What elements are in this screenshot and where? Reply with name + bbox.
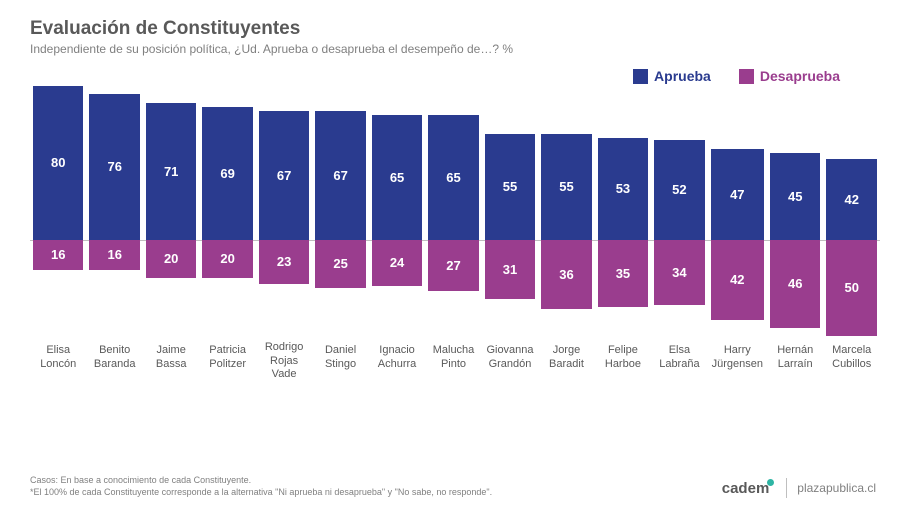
approve-bar: 80 — [33, 86, 83, 240]
chart-legend: Aprueba Desaprueba — [0, 64, 900, 86]
brand-site: plazapublica.cl — [797, 481, 876, 495]
approve-bar: 67 — [315, 111, 365, 240]
bar-column: 6524Ignacio Achurra — [371, 86, 423, 382]
bar-column: 6723Rodrigo Rojas Vade — [258, 86, 310, 382]
disapprove-bar: 16 — [33, 240, 83, 271]
person-label: Giovanna Grandón — [485, 338, 535, 382]
person-label: Rodrigo Rojas Vade — [259, 335, 309, 382]
chart-title: Evaluación de Constituyentes — [30, 18, 870, 40]
person-label: Jaime Bassa — [146, 338, 196, 382]
bar-column: 7616Benito Baranda — [88, 86, 140, 382]
disapprove-bar: 24 — [372, 240, 422, 286]
approve-bar: 55 — [485, 134, 535, 240]
brand-block: cadem plazapublica.cl — [722, 478, 876, 498]
bar-pair: 6527 — [428, 86, 478, 338]
legend-approve-swatch — [633, 69, 648, 84]
disapprove-bar: 35 — [598, 240, 648, 307]
bar-column: 6920Patricia Politzer — [201, 86, 253, 382]
legend-disapprove-label: Desaprueba — [760, 68, 840, 84]
bar-column: 4250Marcela Cubillos — [825, 86, 877, 382]
footnote-1: Casos: En base a conocimiento de cada Co… — [30, 474, 492, 486]
chart-header: Evaluación de Constituyentes Independien… — [0, 0, 900, 64]
approve-bar: 55 — [541, 134, 591, 240]
bar-column: 6527Malucha Pinto — [427, 86, 479, 382]
disapprove-bar: 50 — [826, 240, 876, 336]
bar-pair: 7616 — [89, 86, 139, 338]
bar-pair: 6725 — [315, 86, 365, 338]
chart-area: 8016Elisa Loncón7616Benito Baranda7120Ja… — [0, 86, 900, 382]
approve-bar: 47 — [711, 149, 764, 239]
bar-pair: 7120 — [146, 86, 196, 338]
person-label: Ignacio Achurra — [372, 338, 422, 382]
approve-bar: 42 — [826, 159, 876, 240]
chart-footer: Casos: En base a conocimiento de cada Co… — [30, 474, 876, 498]
brand-dot-icon — [767, 479, 774, 486]
person-label: Marcela Cubillos — [826, 338, 876, 382]
bar-column: 8016Elisa Loncón — [32, 86, 84, 382]
person-label: Jorge Baradit — [541, 338, 591, 382]
footnotes: Casos: En base a conocimiento de cada Co… — [30, 474, 492, 498]
person-label: Hernán Larraín — [770, 338, 820, 382]
bar-column: 5536Jorge Baradit — [540, 86, 592, 382]
legend-approve: Aprueba — [633, 68, 711, 84]
approve-bar: 53 — [598, 138, 648, 240]
person-label: Malucha Pinto — [428, 338, 478, 382]
approve-bar: 76 — [89, 94, 139, 240]
person-label: Elsa Labraña — [654, 338, 704, 382]
approve-bar: 45 — [770, 153, 820, 239]
disapprove-bar: 42 — [711, 240, 764, 321]
person-label: Benito Baranda — [89, 338, 139, 382]
approve-bar: 52 — [654, 140, 704, 240]
legend-approve-label: Aprueba — [654, 68, 711, 84]
brand-separator — [786, 478, 787, 498]
approve-bar: 67 — [259, 111, 309, 240]
bar-column: 5234Elsa Labraña — [653, 86, 705, 382]
approve-bar: 69 — [202, 107, 252, 239]
person-label: Harry Jürgensen — [711, 338, 764, 382]
disapprove-bar: 34 — [654, 240, 704, 305]
bar-pair: 6524 — [372, 86, 422, 338]
person-label: Elisa Loncón — [33, 338, 83, 382]
bar-pair: 4742 — [711, 86, 764, 338]
bar-column: 4742Harry Jürgensen — [710, 86, 765, 382]
disapprove-bar: 46 — [770, 240, 820, 328]
bar-column: 6725Daniel Stingo — [314, 86, 366, 382]
bar-column: 4546Hernán Larraín — [769, 86, 821, 382]
bar-pair: 8016 — [33, 86, 83, 338]
bar-column: 5335Felipe Harboe — [597, 86, 649, 382]
legend-disapprove-swatch — [739, 69, 754, 84]
disapprove-bar: 20 — [146, 240, 196, 278]
person-label: Felipe Harboe — [598, 338, 648, 382]
bar-columns: 8016Elisa Loncón7616Benito Baranda7120Ja… — [0, 86, 900, 382]
approve-bar: 65 — [372, 115, 422, 240]
bar-pair: 5536 — [541, 86, 591, 338]
bar-pair: 5335 — [598, 86, 648, 338]
person-label: Patricia Politzer — [202, 338, 252, 382]
bar-pair: 6920 — [202, 86, 252, 338]
disapprove-bar: 20 — [202, 240, 252, 278]
bar-pair: 5234 — [654, 86, 704, 338]
chart-subtitle: Independiente de su posición política, ¿… — [30, 42, 870, 56]
bar-pair: 4546 — [770, 86, 820, 338]
legend-disapprove: Desaprueba — [739, 68, 840, 84]
bar-column: 7120Jaime Bassa — [145, 86, 197, 382]
disapprove-bar: 16 — [89, 240, 139, 271]
disapprove-bar: 27 — [428, 240, 478, 292]
bar-column: 5531Giovanna Grandón — [484, 86, 536, 382]
disapprove-bar: 23 — [259, 240, 309, 284]
brand-logo: cadem — [722, 480, 777, 497]
person-label: Daniel Stingo — [315, 338, 365, 382]
bar-pair: 4250 — [826, 86, 876, 338]
disapprove-bar: 31 — [485, 240, 535, 300]
bar-pair: 5531 — [485, 86, 535, 338]
approve-bar: 71 — [146, 103, 196, 239]
brand-logo-text: cadem — [722, 480, 770, 497]
approve-bar: 65 — [428, 115, 478, 240]
disapprove-bar: 25 — [315, 240, 365, 288]
disapprove-bar: 36 — [541, 240, 591, 309]
bar-pair: 6723 — [259, 86, 309, 335]
footnote-2: *El 100% de cada Constituyente correspon… — [30, 486, 492, 498]
